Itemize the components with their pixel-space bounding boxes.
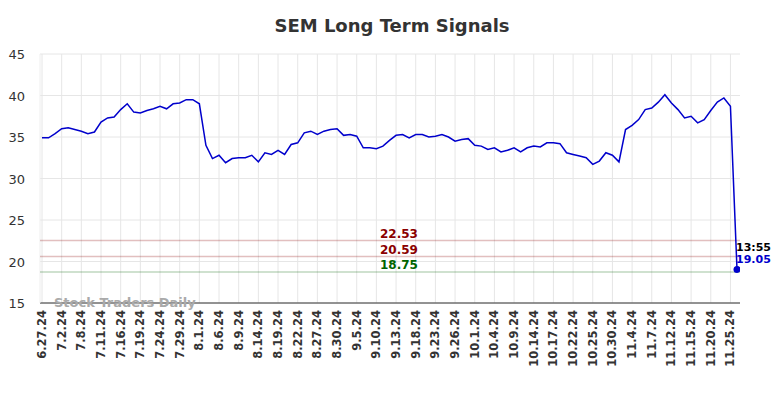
- grid-line: [376, 54, 377, 303]
- grid-line: [140, 54, 141, 303]
- grid-line: [455, 54, 456, 303]
- title: SEM Long Term Signals: [274, 15, 509, 36]
- grid-line: [533, 54, 534, 303]
- x-tick-label: 11.7.24: [645, 310, 659, 359]
- reference-label: 22.53: [380, 227, 418, 241]
- x-tick-label: 7.8.24: [74, 310, 88, 351]
- x-tick-label: 10.25.24: [586, 310, 600, 367]
- grid-line: [671, 54, 672, 303]
- grid-line: [730, 54, 731, 303]
- grid-line: [317, 54, 318, 303]
- y-tick-label: 15: [8, 296, 25, 311]
- x-tick-label: 11.15.24: [684, 310, 698, 367]
- grid-line: [40, 178, 740, 179]
- reference-label: 20.59: [380, 243, 418, 257]
- grid-line: [40, 95, 740, 96]
- grid-line: [42, 54, 43, 303]
- x-tick-label: 8.22.24: [291, 310, 305, 359]
- last-point: [734, 266, 741, 273]
- x-tick-label: 7.11.24: [94, 310, 108, 359]
- x-tick-label: 10.14.24: [527, 310, 541, 367]
- grid-line: [573, 54, 574, 303]
- grid-line: [337, 54, 338, 303]
- grid-line: [612, 54, 613, 303]
- grid-line: [710, 54, 711, 303]
- grid-line: [297, 54, 298, 303]
- x-tick-label: 8.1.24: [192, 310, 206, 351]
- grid-line: [199, 54, 200, 303]
- x-tick-label: 8.9.24: [232, 310, 246, 351]
- grid-line: [553, 54, 554, 303]
- plot-area: [40, 95, 740, 273]
- grid-line: [40, 220, 740, 221]
- grid-line: [219, 54, 220, 303]
- grid-line: [160, 54, 161, 303]
- grid-line: [101, 54, 102, 303]
- x-tick-label: 10.17.24: [546, 310, 560, 367]
- x-tick-label: 7.29.24: [173, 310, 187, 359]
- reference-label: 18.75: [380, 258, 418, 272]
- x-tick-label: 8.30.24: [330, 310, 344, 359]
- grid-line: [435, 54, 436, 303]
- grid-line: [179, 54, 180, 303]
- y-tick-label: 45: [8, 47, 25, 62]
- grid-line: [238, 54, 239, 303]
- x-tick-label: 7.24.24: [153, 310, 167, 359]
- grid-line: [61, 54, 62, 303]
- x-tick-label: 11.20.24: [704, 310, 718, 367]
- grid-line: [81, 54, 82, 303]
- grid-line: [40, 137, 740, 138]
- grid-line: [120, 54, 121, 303]
- x-tick-label: 8.14.24: [251, 310, 265, 359]
- x-tick-label: 9.5.24: [350, 310, 364, 351]
- grid-line: [40, 54, 740, 55]
- grid-line: [494, 54, 495, 303]
- x-tick-label: 10.9.24: [507, 310, 521, 359]
- x-tick-label: 9.13.24: [389, 310, 403, 359]
- x-tick-label: 9.23.24: [428, 310, 442, 359]
- chart: SEM Long Term Signals 15 20 25 30 35 40 45 6.27.…: [0, 0, 784, 398]
- grid-line: [514, 54, 515, 303]
- x-tick-label: 8.27.24: [310, 310, 324, 359]
- grid-line: [592, 54, 593, 303]
- last-value: 19.05: [736, 253, 771, 266]
- grid-line: [278, 54, 279, 303]
- y-tick-label: 20: [8, 255, 25, 270]
- grid-line: [356, 54, 357, 303]
- x-tick-label: 9.18.24: [409, 310, 423, 359]
- y-tick-label: 25: [8, 213, 25, 228]
- x-tick-label: 10.4.24: [487, 310, 501, 359]
- grid-line: [632, 54, 633, 303]
- x-tick-label: 10.30.24: [605, 310, 619, 367]
- x-tick-label: 11.12.24: [664, 310, 678, 367]
- y-tick-label: 35: [8, 130, 25, 145]
- x-tick-label: 6.27.24: [35, 310, 49, 359]
- price-line: [42, 95, 737, 270]
- x-tick-label: 9.26.24: [448, 310, 462, 359]
- x-tick-label: 8.19.24: [271, 310, 285, 359]
- x-tick-label: 7.2.24: [55, 310, 69, 351]
- x-tick-label: 11.25.24: [723, 310, 737, 367]
- x-tick-label: 10.22.24: [566, 310, 580, 367]
- grid-line: [258, 54, 259, 303]
- x-tick-label: 10.1.24: [468, 310, 482, 359]
- grid-line: [691, 54, 692, 303]
- y-tick-label: 30: [8, 172, 25, 187]
- grid-line: [474, 54, 475, 303]
- grid-line: [651, 54, 652, 303]
- x-tick-label: 11.4.24: [625, 310, 639, 359]
- x-tick-label: 7.16.24: [114, 310, 128, 359]
- y-tick-label: 40: [8, 89, 25, 104]
- x-tick-label: 8.6.24: [212, 310, 226, 351]
- watermark: Stock Traders Daily: [54, 295, 196, 310]
- x-tick-label: 7.19.24: [133, 310, 147, 359]
- y-axis: [40, 54, 41, 303]
- x-tick-label: 9.10.24: [369, 310, 383, 359]
